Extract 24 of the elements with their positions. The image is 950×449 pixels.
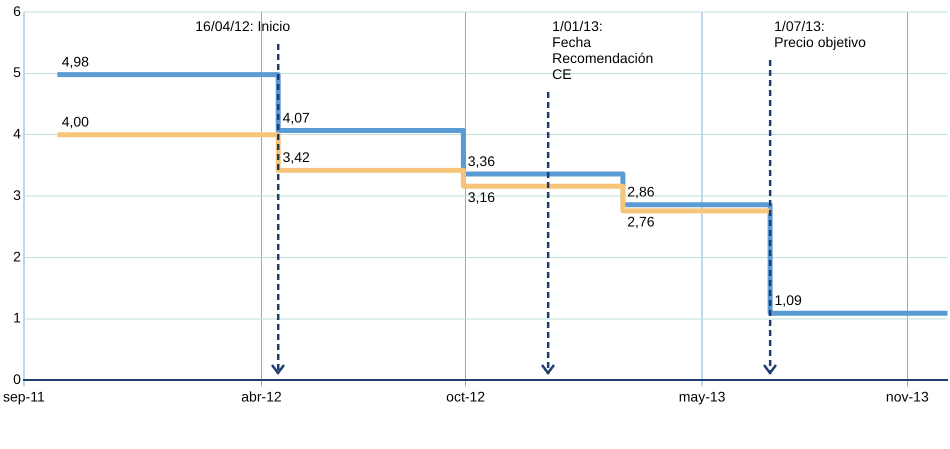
data-label: 2,76 (627, 214, 655, 230)
x-tick-label: nov-13 (886, 388, 929, 404)
data-label: 4,00 (62, 114, 90, 130)
x-tick-label: may-13 (678, 388, 726, 404)
x-tick-label: oct-12 (446, 388, 486, 404)
y-tick-label: 4 (13, 126, 22, 142)
data-label: 1,09 (774, 292, 802, 308)
y-tick-label: 0 (13, 371, 22, 388)
data-label: 4,07 (282, 109, 310, 126)
y-tick-label: 6 (13, 2, 22, 19)
y-tick-label: 1 (13, 310, 22, 326)
data-label: 2,86 (627, 184, 655, 200)
data-label: 4,98 (62, 53, 90, 70)
ref-line-label: 16/04/12: Inicio (195, 18, 290, 34)
y-tick-label: 2 (13, 248, 22, 264)
y-tick-label: 3 (13, 186, 22, 203)
x-tick-label: sep-11 (2, 388, 45, 404)
x-tick-label: abr-12 (241, 388, 282, 404)
data-label: 3,42 (282, 149, 310, 166)
y-tick-label: 5 (13, 64, 22, 80)
ref-line-label: 1/07/13: Precio objetivo (774, 18, 866, 50)
ref-line-label: 1/01/13: Fecha Recomendación CE (552, 18, 654, 82)
data-label: 3,36 (468, 152, 496, 169)
data-label: 3,16 (468, 189, 496, 206)
